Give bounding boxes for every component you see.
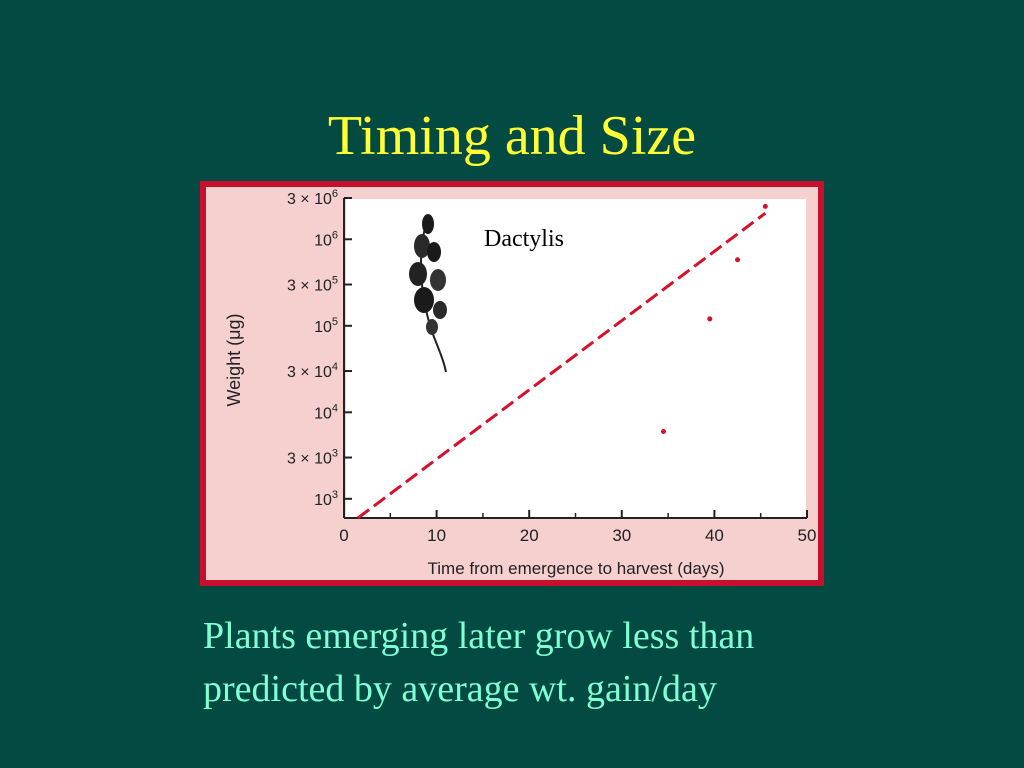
x-tick-label: 0 [339, 526, 348, 545]
y-tick-label: 103 [314, 489, 338, 509]
data-point [660, 428, 666, 434]
y-tick-label: 3 × 106 [287, 188, 338, 208]
chart-frame: 0 10 20 30 40 50 103 3 × 103 104 3 × 104 105 3 × 10… [200, 181, 824, 586]
y-tick-label: 3 × 103 [287, 448, 338, 468]
data-point [762, 203, 768, 209]
caption-line: predicted by average wt. gain/day [203, 668, 717, 710]
data-point [735, 257, 741, 263]
dactylis-plant-illustration [409, 214, 447, 373]
data-point [707, 316, 713, 322]
caption-line: Plants emerging later grow less than [203, 615, 755, 657]
chart-panel: 0 10 20 30 40 50 103 3 × 103 104 3 × 104 105 3 × 10… [206, 187, 818, 580]
x-tick-label: 20 [520, 526, 539, 545]
y-axis-label: Weight (μg) [224, 313, 244, 406]
y-tick-label: 3 × 105 [287, 275, 338, 295]
x-tick-label: 30 [612, 526, 631, 545]
y-tick-label: 106 [314, 229, 338, 249]
y-tick-label: 105 [314, 316, 338, 336]
x-tick-label: 10 [427, 526, 446, 545]
chart-annotation: Dactylis [484, 226, 564, 252]
trend-line [356, 212, 767, 520]
x-axis-label: Time from emergence to harvest (days) [428, 559, 725, 578]
x-tick-label: 50 [798, 526, 817, 545]
axes: 0 10 20 30 40 50 103 3 × 103 104 3 × 104 105 3 × 10… [287, 188, 817, 545]
y-tick-label: 3 × 104 [287, 361, 338, 381]
x-tick-label: 40 [705, 526, 724, 545]
data-series [356, 203, 768, 520]
weight-vs-time-chart: 0 10 20 30 40 50 103 3 × 103 104 3 × 104 105 3 × 10… [224, 188, 817, 578]
y-tick-label: 104 [314, 402, 338, 422]
slide-caption: Plants emerging later grow less than pre… [203, 610, 963, 716]
slide-title: Timing and Size [327, 105, 697, 167]
